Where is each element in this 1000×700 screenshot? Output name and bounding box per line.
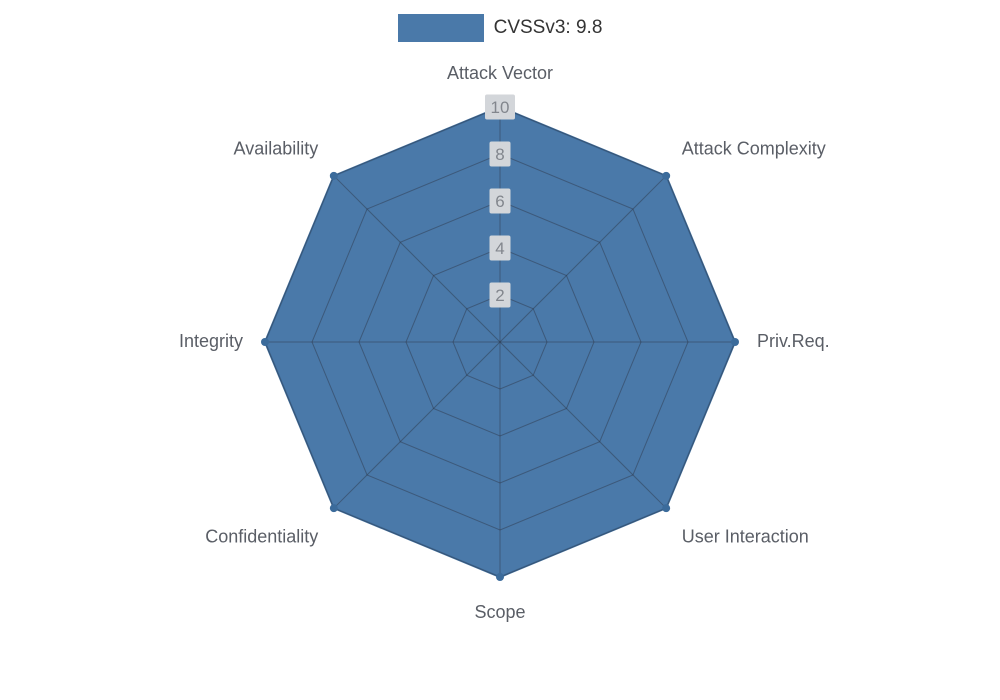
tick-label: 2 — [495, 286, 504, 305]
legend-label[interactable]: CVSSv3: 9.8 — [493, 17, 603, 38]
radar-grid-ring — [311, 153, 689, 531]
series-vertex-dot[interactable] — [496, 573, 504, 581]
tick-label-bg — [489, 282, 511, 308]
radar-axis-spoke — [499, 341, 667, 509]
axis-label-availability: Availability — [234, 138, 319, 158]
axis-label-confidentiality: Confidentiality — [205, 527, 318, 547]
series-vertex-dot[interactable] — [329, 171, 338, 180]
tick-label: 8 — [495, 145, 504, 164]
tick-label: 10 — [491, 98, 510, 117]
tick-label-bg — [489, 141, 511, 167]
series-vertex-dot[interactable] — [731, 338, 739, 346]
radar-grid-ring — [405, 247, 595, 437]
tick-label-bg — [485, 94, 515, 120]
radar-grid-ring — [452, 294, 548, 390]
series-vertex-dot[interactable] — [662, 504, 671, 513]
radar-axis-spoke — [333, 341, 501, 509]
tick-label: 4 — [495, 239, 504, 258]
series-vertex-dot[interactable] — [329, 504, 338, 513]
legend[interactable]: CVSSv3: 9.8 — [0, 14, 1000, 42]
tick-label-bg — [489, 188, 511, 214]
legend-swatch[interactable] — [397, 14, 484, 42]
axis-label-attack-vector: Attack Vector — [447, 63, 553, 83]
radar-grid-ring — [358, 200, 642, 484]
axis-label-priv-req: Priv.Req. — [757, 331, 830, 351]
radar-axis-spoke — [499, 175, 667, 343]
axis-label-attack-complexity: Attack Complexity — [682, 138, 826, 158]
axis-label-scope: Scope — [474, 602, 525, 622]
tick-label-bg — [489, 235, 511, 261]
series-vertex-dot[interactable] — [662, 171, 671, 180]
series-vertex-dot[interactable] — [261, 338, 269, 346]
tick-label: 6 — [495, 192, 504, 211]
axis-label-integrity: Integrity — [179, 331, 243, 351]
axis-label-user-interaction: User Interaction — [682, 527, 809, 547]
radar-axis-spoke — [333, 175, 501, 343]
